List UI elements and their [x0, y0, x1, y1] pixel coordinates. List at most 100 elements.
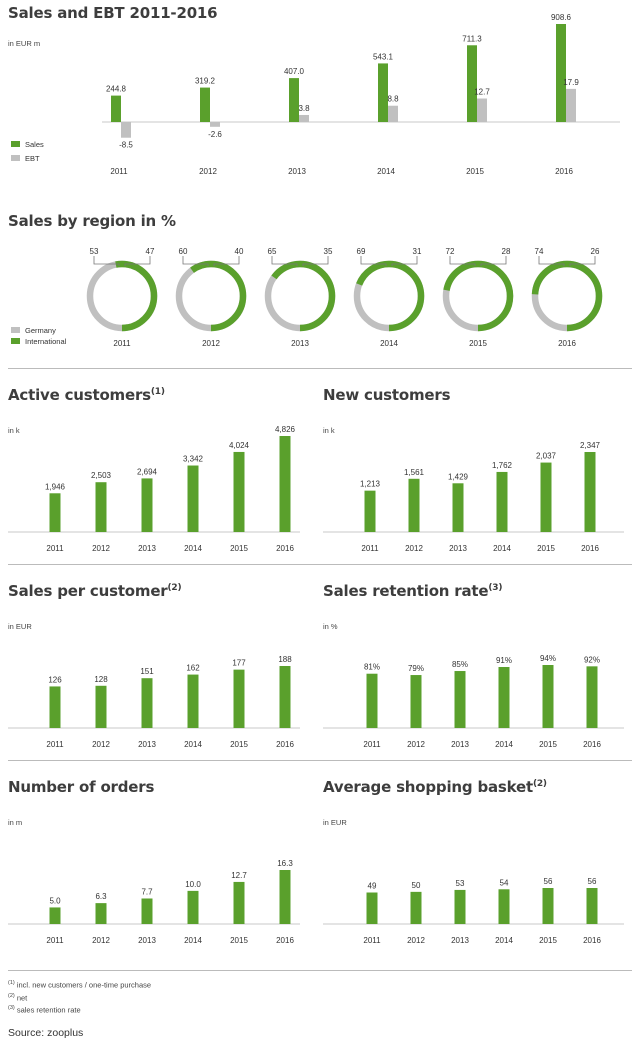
year-label: 2016 [558, 339, 576, 348]
year-label: 2014 [493, 544, 511, 553]
bar [366, 892, 378, 924]
bar [452, 483, 464, 532]
retention-panel: Sales retention rate(3) in % 81% 2011 79% 2… [323, 582, 632, 756]
legend-label-international: International [25, 337, 67, 346]
ebt-value-label: -2.6 [208, 130, 222, 139]
ebt-bar [210, 122, 220, 127]
year-label: 2015 [469, 339, 487, 348]
bar [187, 674, 199, 728]
bar [187, 465, 199, 532]
year-label: 2013 [449, 544, 467, 553]
new-customers-panel: New customers in k 1,213 2011 1,561 2012 1,4… [323, 386, 632, 560]
sales-per-customer-panel: Sales per customer(2) in EUR 126 2011 128 2… [8, 582, 308, 756]
orders-unit: in m [8, 818, 23, 827]
orders-title: Number of orders [8, 778, 155, 796]
bar [49, 686, 61, 728]
germany-share-label: 26 [591, 247, 600, 256]
international-share-label: 72 [446, 247, 455, 256]
bar [408, 478, 420, 532]
value-label: 128 [94, 675, 108, 684]
year-label: 2013 [451, 936, 469, 945]
year-label: 2011 [110, 167, 128, 176]
ebt-value-label: 3.8 [298, 104, 310, 113]
bar [410, 675, 422, 728]
new-customers-chart: 1,213 2011 1,561 2012 1,429 2013 1,762 2014 2,03… [323, 441, 624, 553]
value-label: 79% [408, 664, 424, 673]
active-customers-panel: Active customers(1) in k 1,946 2011 2,503 2… [8, 386, 308, 560]
basket-title: Average shopping basket(2) [323, 778, 547, 796]
value-label: 54 [500, 878, 509, 887]
sales-bar [378, 63, 388, 122]
year-label: 2015 [537, 544, 555, 553]
basket-unit: in EUR [323, 818, 347, 827]
value-label: 91% [496, 656, 512, 665]
divider-2 [8, 564, 632, 565]
year-label: 2015 [230, 936, 248, 945]
region-chart: 53 47 2011 60 40 2012 65 35 2013 69 31 2014 72 28 2015… [11, 247, 603, 348]
sales-ebt-unit: in EUR m [8, 39, 41, 48]
value-label: 53 [456, 879, 465, 888]
germany-leader-line [302, 256, 329, 266]
bar [410, 891, 422, 924]
ebt-bar [299, 114, 309, 122]
sales-bar [467, 45, 477, 123]
international-share-label: 65 [268, 247, 277, 256]
bar [454, 889, 466, 924]
ebt-bar [388, 105, 398, 122]
bar [141, 678, 153, 728]
sales-value-label: 319.2 [195, 77, 216, 86]
ebt-bar [121, 122, 131, 138]
bar [540, 462, 552, 532]
footnotes: (1) incl. new customers / one-time purch… [8, 978, 151, 1016]
bar [141, 898, 153, 924]
region-title: Sales by region in % [8, 212, 176, 230]
international-share-arc [175, 260, 247, 332]
germany-leader-line [124, 256, 151, 266]
legend-swatch-international [11, 338, 20, 344]
international-leader-line [449, 256, 476, 266]
year-label: 2013 [138, 544, 156, 553]
year-label: 2015 [466, 167, 484, 176]
year-label: 2011 [113, 339, 131, 348]
new-customers-unit: in k [323, 426, 335, 435]
value-label: 3,342 [183, 455, 204, 464]
international-share-label: 60 [179, 247, 188, 256]
value-label: 85% [452, 660, 468, 669]
value-label: 162 [186, 664, 200, 673]
sales-ebt-title: Sales and EBT 2011-2016 [8, 4, 218, 22]
year-label: 2015 [539, 936, 557, 945]
germany-leader-line [480, 256, 507, 266]
value-label: 1,762 [492, 461, 513, 470]
germany-share-label: 40 [235, 247, 244, 256]
bar [279, 666, 291, 728]
ebt-value-label: 8.8 [387, 95, 399, 104]
bar [233, 881, 245, 924]
value-label: 7.7 [141, 887, 153, 896]
bar [586, 888, 598, 924]
year-label: 2013 [138, 740, 156, 749]
year-label: 2011 [361, 544, 379, 553]
value-label: 2,347 [580, 441, 601, 450]
sales-ebt-panel: Sales and EBT 2011-2016 in EUR m 244.8 -8… [8, 4, 632, 184]
region-panel: Sales by region in % 53 47 2011 60 40 2012 65 3… [8, 212, 632, 362]
value-label: 5.0 [49, 896, 61, 905]
year-label: 2013 [451, 740, 469, 749]
year-label: 2014 [495, 936, 513, 945]
ebt-value-label: 17.9 [563, 78, 579, 87]
year-label: 2016 [276, 740, 294, 749]
bar [95, 685, 107, 728]
bar [279, 436, 291, 532]
year-label: 2016 [555, 167, 573, 176]
retention-unit: in % [323, 622, 338, 631]
year-label: 2016 [276, 544, 294, 553]
value-label: 1,213 [360, 480, 381, 489]
year-label: 2015 [539, 740, 557, 749]
value-label: 6.3 [95, 892, 107, 901]
year-label: 2014 [184, 936, 202, 945]
value-label: 1,429 [448, 472, 469, 481]
value-label: 49 [368, 882, 377, 891]
value-label: 177 [232, 659, 246, 668]
bar [187, 890, 199, 924]
year-label: 2016 [581, 544, 599, 553]
international-share-arc [264, 260, 336, 332]
